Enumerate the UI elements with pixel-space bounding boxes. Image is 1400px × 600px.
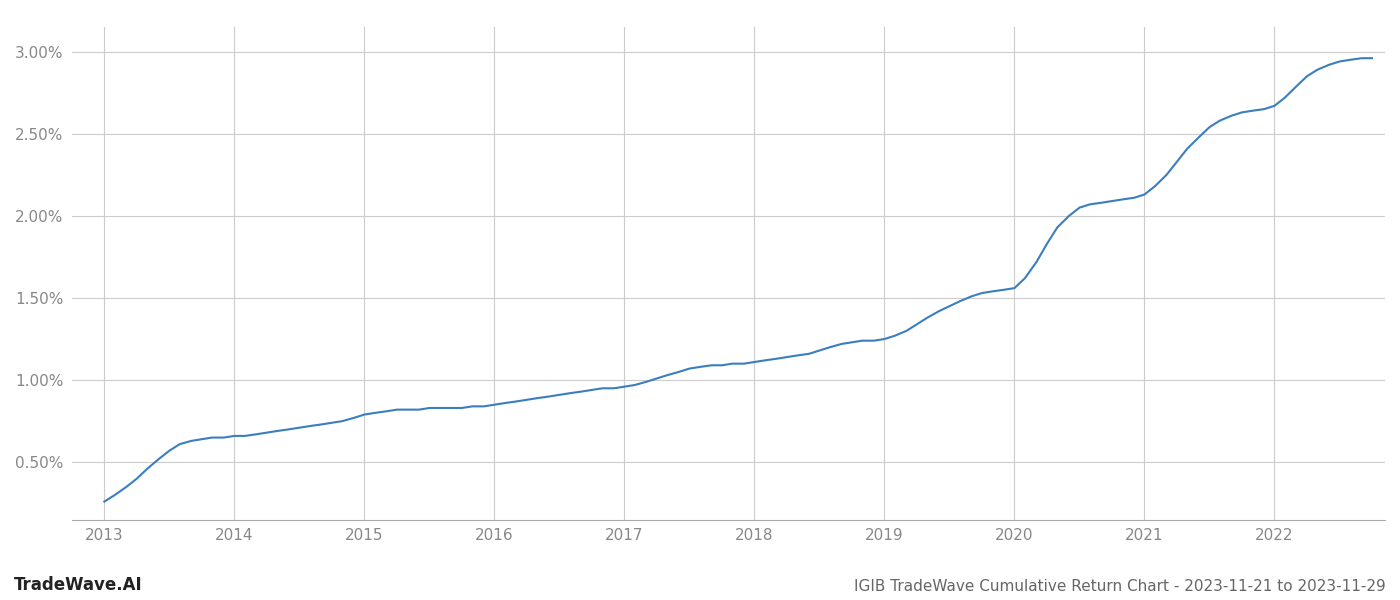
Text: TradeWave.AI: TradeWave.AI — [14, 576, 143, 594]
Text: IGIB TradeWave Cumulative Return Chart - 2023-11-21 to 2023-11-29: IGIB TradeWave Cumulative Return Chart -… — [854, 579, 1386, 594]
